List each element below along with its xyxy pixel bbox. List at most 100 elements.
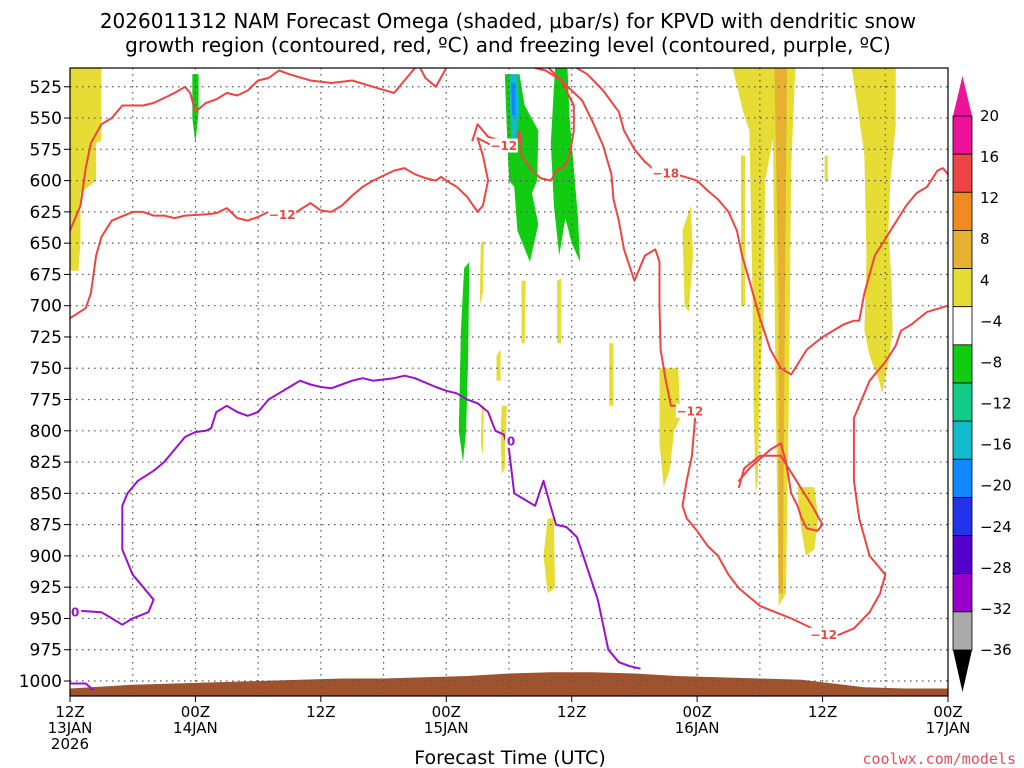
isotherm-contour xyxy=(738,442,824,532)
colorbar-tick-label: −12 xyxy=(980,395,1012,413)
colorbar-segment xyxy=(952,497,973,536)
credit-text: coolwx.com/models xyxy=(862,750,1016,768)
omega-shading-layer xyxy=(70,68,896,606)
contour-label-bg xyxy=(675,403,704,418)
omega-shaded-region xyxy=(496,349,501,381)
x-tick-label: 2026 xyxy=(51,735,89,753)
colorbar-segment xyxy=(952,230,973,269)
x-axis-label: Forecast Time (UTC) xyxy=(414,747,605,768)
y-tick-label: 1000 xyxy=(19,672,62,692)
omega-shaded-region xyxy=(682,205,693,312)
x-tick-label: 12Z xyxy=(306,703,335,721)
y-tick-label: 725 xyxy=(30,328,62,348)
isotherm-contour-label: −12 xyxy=(269,208,296,222)
isotherm-contour-label: −12 xyxy=(676,404,703,418)
colorbar-tick-label: −36 xyxy=(980,641,1012,659)
omega-shaded-region xyxy=(458,261,470,463)
y-tick-label: 625 xyxy=(30,203,62,223)
isotherm-contour xyxy=(575,68,657,172)
colorbar-tick-label: −16 xyxy=(980,436,1012,454)
y-tick-label: 950 xyxy=(30,609,62,629)
isotherm-contour-label: −12 xyxy=(490,139,517,153)
colorbar-segment xyxy=(952,611,973,651)
x-tick-label: 00Z xyxy=(432,703,461,721)
isotherm-contour xyxy=(70,207,270,320)
isotherm-contour xyxy=(681,417,814,630)
y-tick-label: 875 xyxy=(30,516,62,536)
colorbar-segment xyxy=(952,306,973,346)
y-tick-label: 775 xyxy=(30,391,62,411)
x-tick-label: 12Z xyxy=(55,703,84,721)
isotherm-contour xyxy=(534,68,686,407)
omega-shaded-region xyxy=(557,278,562,344)
y-tick-label: 925 xyxy=(30,578,62,598)
chart-title-line-2: growth region (contoured, red, ºC) and f… xyxy=(125,33,891,57)
freezing-level-contour xyxy=(70,374,641,670)
y-tick-label: 650 xyxy=(30,234,62,254)
omega-shaded-region xyxy=(774,68,787,594)
y-tick-label: 975 xyxy=(30,641,62,661)
isotherm-contour xyxy=(832,304,948,639)
x-tick-label: 17JAN xyxy=(926,719,971,737)
terrain-fill xyxy=(70,672,948,696)
colorbar-tick-label: 20 xyxy=(980,107,999,125)
x-tick-label: 00Z xyxy=(181,703,210,721)
y-tick-label: 850 xyxy=(30,484,62,504)
omega-shaded-region xyxy=(543,518,555,594)
y-tick-label: 750 xyxy=(30,359,62,379)
omega-shaded-region xyxy=(500,405,507,475)
x-tick-label: 12Z xyxy=(557,703,586,721)
omega-shaded-region xyxy=(851,68,896,394)
contour-label-bg xyxy=(268,207,297,222)
colorbar-tick-label: −28 xyxy=(980,559,1012,577)
x-tick-label: 00Z xyxy=(682,703,711,721)
y-tick-label: 575 xyxy=(30,140,62,160)
omega-shaded-region xyxy=(741,155,746,306)
y-tick-label: 675 xyxy=(30,265,62,285)
omega-shaded-region xyxy=(732,68,776,494)
omega-shaded-region xyxy=(480,405,484,456)
colorbar-tick-label: −24 xyxy=(980,518,1012,536)
colorbar-tick-label: −8 xyxy=(980,353,1002,371)
colorbar-tick-label: −32 xyxy=(980,600,1012,618)
contour-layer: −18 −12 −12 −12 −12 0 0 xyxy=(70,68,948,691)
colorbar-segment xyxy=(952,420,973,460)
colorbar-segment xyxy=(952,153,973,193)
colorbar-tick-label: −20 xyxy=(980,477,1012,495)
y-tick-label: 600 xyxy=(30,172,62,192)
omega-shaded-region xyxy=(521,280,526,344)
freezing-level-label: 0 xyxy=(71,606,79,620)
omega-shaded-region xyxy=(504,74,539,262)
x-tick-label: 16JAN xyxy=(675,719,720,737)
freezing-level-contour xyxy=(70,682,94,691)
colorbar-tick-label: 8 xyxy=(980,230,990,248)
colorbar-tick-label: 4 xyxy=(980,271,990,289)
omega-shaded-region xyxy=(479,240,484,306)
y-tick-label: 800 xyxy=(30,422,62,442)
isotherm-contour xyxy=(419,68,448,88)
omega-shaded-region xyxy=(797,487,819,556)
y-tick-label: 550 xyxy=(30,109,62,129)
contour-label-bg xyxy=(70,605,82,620)
freezing-level-label: 0 xyxy=(507,434,515,448)
plot-frame xyxy=(69,67,949,697)
x-tick-label: 13JAN xyxy=(48,719,93,737)
colorbar-tick-label: 16 xyxy=(980,148,999,166)
colorbar-segment xyxy=(952,268,973,308)
isotherm-contour-label: −18 xyxy=(652,167,679,181)
isotherm-contour xyxy=(293,137,494,215)
x-tick-label: 15JAN xyxy=(424,719,469,737)
y-tick-label: 825 xyxy=(30,453,62,473)
colorbar-under-arrow xyxy=(953,650,972,692)
colorbar-segment xyxy=(952,344,973,384)
colorbar-segment xyxy=(952,535,973,575)
omega-shaded-region xyxy=(609,343,614,406)
omega-shaded-region xyxy=(659,368,681,488)
omega-shaded-region xyxy=(824,155,828,181)
colorbar-segment xyxy=(952,458,973,498)
isotherm-contour xyxy=(675,167,948,376)
colorbar-tick-label: −4 xyxy=(980,312,1002,330)
colorbar-segment xyxy=(952,382,973,422)
